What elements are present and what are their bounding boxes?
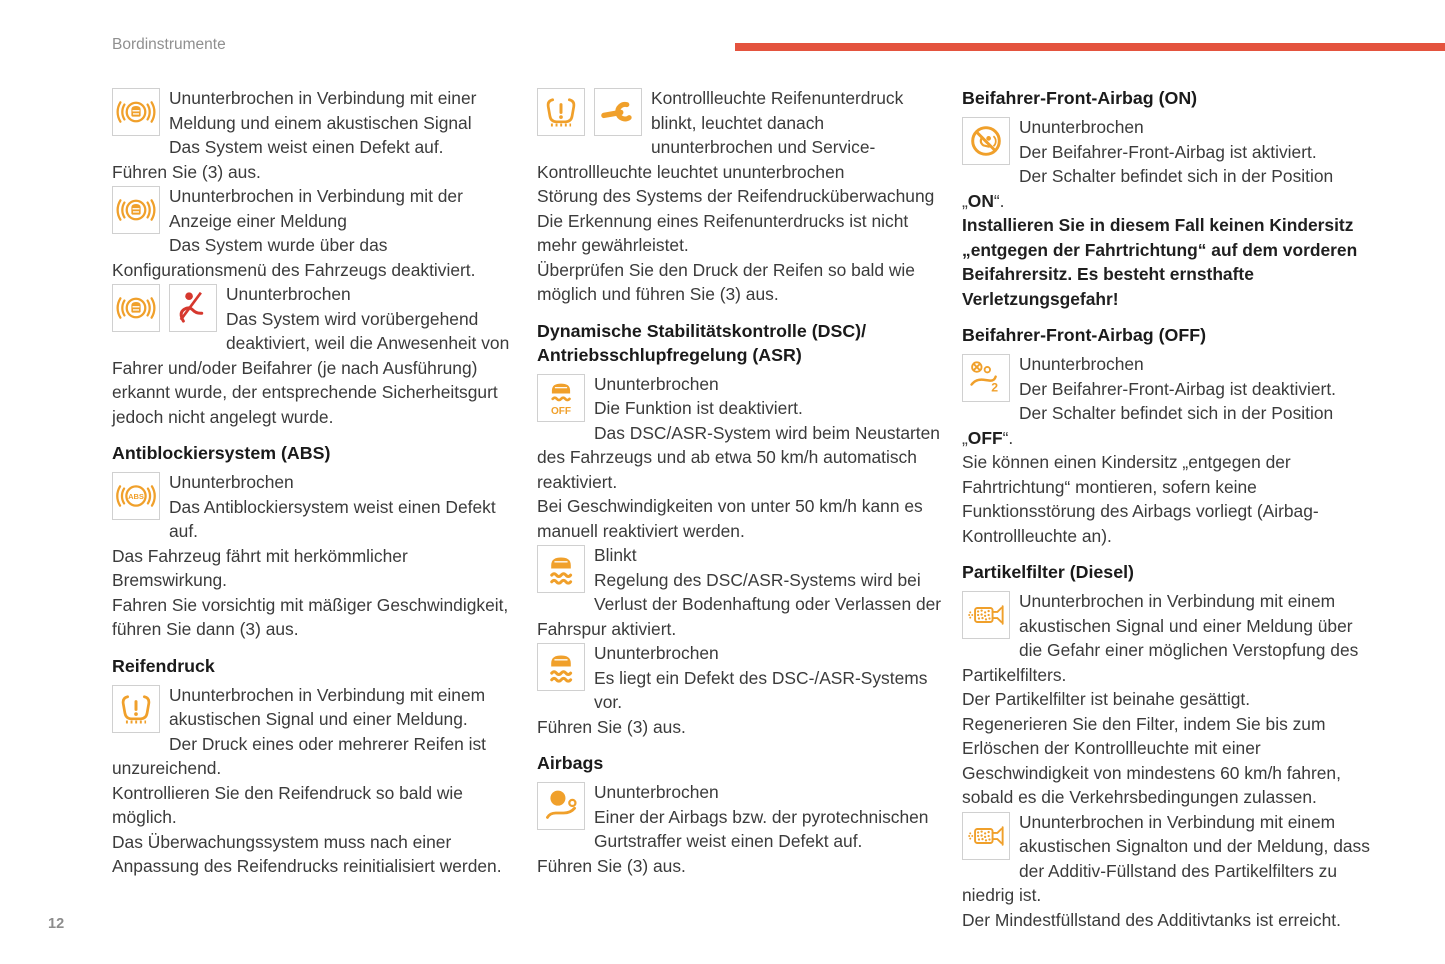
- entry-paragraph: Das DSC/ASR-System wird beim Neustarten …: [537, 422, 940, 492]
- passenger-airbag-off-icon: 2: [962, 354, 1010, 402]
- content-columns: Ununterbrochen in Verbindung mit einer M…: [112, 86, 1370, 932]
- switch-position-text: Der Schalter befindet sich in der Positi…: [962, 164, 1370, 213]
- warning-entry-abs: ABS Ununterbrochen Das Antiblockiersyste…: [112, 470, 520, 642]
- entry-paragraph: Regelung des DSC/ASR-Systems wird bei Ve…: [537, 569, 942, 639]
- brake-system-warning-icon: [112, 186, 160, 234]
- abs-warning-icon: ABS: [112, 472, 160, 520]
- brake-system-warning-icon: [112, 284, 160, 332]
- entry-paragraph: Die Funktion ist deaktiviert.: [594, 398, 803, 418]
- column-2: Kontrollleuchte Reifenunterdruck blinkt,…: [537, 86, 945, 932]
- entry-paragraph: Der Beifahrer-Front-Airbag ist deaktivie…: [1019, 378, 1337, 399]
- entry-paragraph: Der Partikelfilter ist beinahe gesättigt…: [962, 689, 1251, 709]
- warning-entry-brake-fault: Ununterbrochen in Verbindung mit einer M…: [112, 86, 520, 184]
- section-heading-tyre-pressure: Reifendruck: [112, 655, 215, 676]
- entry-lead: Ununterbrochen: [594, 373, 719, 394]
- airbag-warning-icon: [537, 782, 585, 830]
- service-wrench-icon: [594, 88, 642, 136]
- entry-lead: Ununterbrochen: [169, 472, 294, 492]
- entry-paragraph: Das System wird vorübergehend deaktivier…: [112, 308, 510, 427]
- entry-paragraph: Überprüfen Sie den Druck der Reifen so b…: [537, 259, 915, 305]
- switch-text-prefix: Der Schalter befindet sich in der Positi…: [962, 166, 1334, 211]
- entry-paragraph: Das Überwachungssystem muss nach einer A…: [112, 831, 502, 877]
- warning-entry-particle-filter-additive: Ununterbrochen in Verbindung mit einem a…: [962, 810, 1370, 933]
- entry-lead: Ununterbrochen: [594, 643, 719, 663]
- entry-lead: Ununterbrochen in Verbindung mit der Anz…: [169, 186, 463, 231]
- child-seat-warning-text: Installieren Sie in diesem Fall keinen K…: [962, 215, 1358, 309]
- entry-paragraph: Das Fahrzeug fährt mit herkömmlicher Bre…: [112, 545, 408, 591]
- warning-entry-passenger-airbag-off: 2 Ununterbrochen Der Beifahrer-Front-Air…: [962, 352, 1370, 548]
- tyre-pressure-warning-icon: [537, 88, 585, 136]
- entry-paragraph: Das System wurde über das Konfigurations…: [112, 235, 476, 280]
- particle-filter-icon: [962, 811, 1010, 860]
- entry-lead: Ununterbrochen in Verbindung mit einem a…: [962, 811, 1370, 906]
- entry-lead: Ununterbrochen: [226, 284, 351, 304]
- warning-entry-passenger-airbag-on: Ununterbrochen Der Beifahrer-Front-Airba…: [962, 115, 1370, 311]
- svg-text:ABS: ABS: [128, 492, 144, 501]
- section-heading-abs: Antiblockiersystem (ABS): [112, 443, 331, 463]
- switch-position-value: ON: [967, 190, 994, 211]
- entry-paragraph: Regenerieren Sie den Filter, indem Sie b…: [962, 713, 1341, 808]
- warning-entry-particle-filter: Ununterbrochen in Verbindung mit einem a…: [962, 589, 1370, 810]
- entry-lead: Ununterbrochen in Verbindung mit einer M…: [169, 88, 477, 133]
- entry-lead: Ununterbrochen: [1019, 117, 1144, 137]
- switch-text-suffix: “.: [1002, 427, 1014, 448]
- accent-bar: [735, 43, 1445, 51]
- entry-paragraph: Das System weist einen Defekt auf.: [169, 137, 444, 157]
- entry-paragraph: Es liegt ein Defekt des DSC-/ASR-Systems…: [594, 667, 928, 713]
- column-3: Beifahrer-Front-Airbag (ON) Ununterbroch…: [962, 86, 1370, 932]
- warning-entry-tpms-service: Kontrollleuchte Reifenunterdruck blinkt,…: [537, 86, 945, 307]
- entry-paragraph: Führen Sie (3) aus.: [537, 855, 686, 876]
- section-heading-passenger-airbag-off: Beifahrer-Front-Airbag (OFF): [962, 325, 1206, 345]
- warning-entry-airbag: Ununterbrochen Einer der Airbags bzw. de…: [537, 780, 945, 878]
- entry-paragraph: Der Mindestfüllstand des Additivtanks is…: [962, 909, 1341, 930]
- entry-paragraph: Kontrollieren Sie den Reifendruck so bal…: [112, 782, 463, 828]
- switch-position-text: Der Schalter befindet sich in der Positi…: [962, 401, 1370, 450]
- seatbelt-warning-icon: [169, 284, 217, 332]
- warning-entry-tyre-pressure: Ununterbrochen in Verbindung mit einem a…: [112, 683, 520, 879]
- entry-paragraph: Sie können einen Kindersitz „entgegen de…: [962, 452, 1319, 546]
- entry-lead: Kontrollleuchte Reifenunterdruck blinkt,…: [537, 88, 904, 182]
- entry-lead: Ununterbrochen: [594, 782, 719, 802]
- entry-lead: Ununterbrochen in Verbindung mit einem a…: [169, 684, 486, 730]
- entry-lead: Blinkt: [594, 545, 637, 565]
- entry-lead: Ununterbrochen: [1019, 354, 1144, 374]
- page-number: 12: [48, 916, 65, 932]
- warning-entry-brake-seatbelt: Ununterbrochen Das System wird vorüberge…: [112, 282, 520, 429]
- warning-entry-dsc-fault: Ununterbrochen Es liegt ein Defekt des D…: [537, 641, 945, 739]
- warning-entry-brake-deactivated: Ununterbrochen in Verbindung mit der Anz…: [112, 184, 520, 282]
- switch-text-prefix: Der Schalter befindet sich in der Positi…: [962, 403, 1334, 448]
- section-heading-airbags: Airbags: [537, 753, 604, 773]
- warning-entry-dsc-blink: Blinkt Regelung des DSC/ASR-Systems wird…: [537, 543, 945, 641]
- entry-paragraph: Einer der Airbags bzw. der pyrotechnisch…: [594, 806, 929, 852]
- section-heading-dsc-asr: Dynamische Stabilitätskontrolle (DSC)/ A…: [537, 320, 867, 365]
- entry-paragraph: Das Antiblockiersystem weist einen Defek…: [169, 496, 496, 542]
- switch-text-suffix: “.: [993, 190, 1005, 211]
- entry-paragraph: Die Erkennung eines Reifenunterdrucks is…: [537, 210, 909, 256]
- entry-lead: Ununterbrochen in Verbindung mit einem a…: [962, 591, 1359, 685]
- page-header-title: Bordinstrumente: [112, 36, 226, 53]
- entry-paragraph: Bei Geschwindigkeiten von unter 50 km/h …: [537, 496, 923, 541]
- warning-entry-dsc-off: OFF Ununterbrochen Die Funktion ist deak…: [537, 372, 945, 544]
- tyre-pressure-warning-icon: [112, 684, 160, 733]
- section-heading-particle-filter: Partikelfilter (Diesel): [962, 562, 1134, 582]
- entry-paragraph: Fahren Sie vorsichtig mit mäßiger Geschw…: [112, 594, 509, 640]
- column-1: Ununterbrochen in Verbindung mit einer M…: [112, 86, 520, 932]
- dsc-asr-icon: [537, 643, 585, 691]
- switch-position-value: OFF: [967, 427, 1003, 448]
- passenger-airbag-on-icon: [962, 117, 1010, 165]
- svg-text:OFF: OFF: [551, 406, 571, 417]
- brake-system-warning-icon: [112, 88, 160, 136]
- entry-paragraph: Führen Sie (3) aus.: [537, 716, 686, 737]
- section-heading-passenger-airbag-on: Beifahrer-Front-Airbag (ON): [962, 88, 1198, 108]
- entry-paragraph: Der Beifahrer-Front-Airbag ist aktiviert…: [1019, 141, 1317, 162]
- entry-paragraph: Der Druck eines oder mehrerer Reifen ist…: [112, 733, 487, 779]
- entry-paragraph: Führen Sie (3) aus.: [112, 161, 261, 182]
- entry-paragraph: Störung des Systems der Reifendrucküberw…: [537, 186, 935, 206]
- dsc-asr-off-icon: OFF: [537, 373, 585, 422]
- particle-filter-icon: [962, 591, 1010, 639]
- dsc-asr-icon: [537, 545, 585, 593]
- svg-text:2: 2: [991, 381, 998, 395]
